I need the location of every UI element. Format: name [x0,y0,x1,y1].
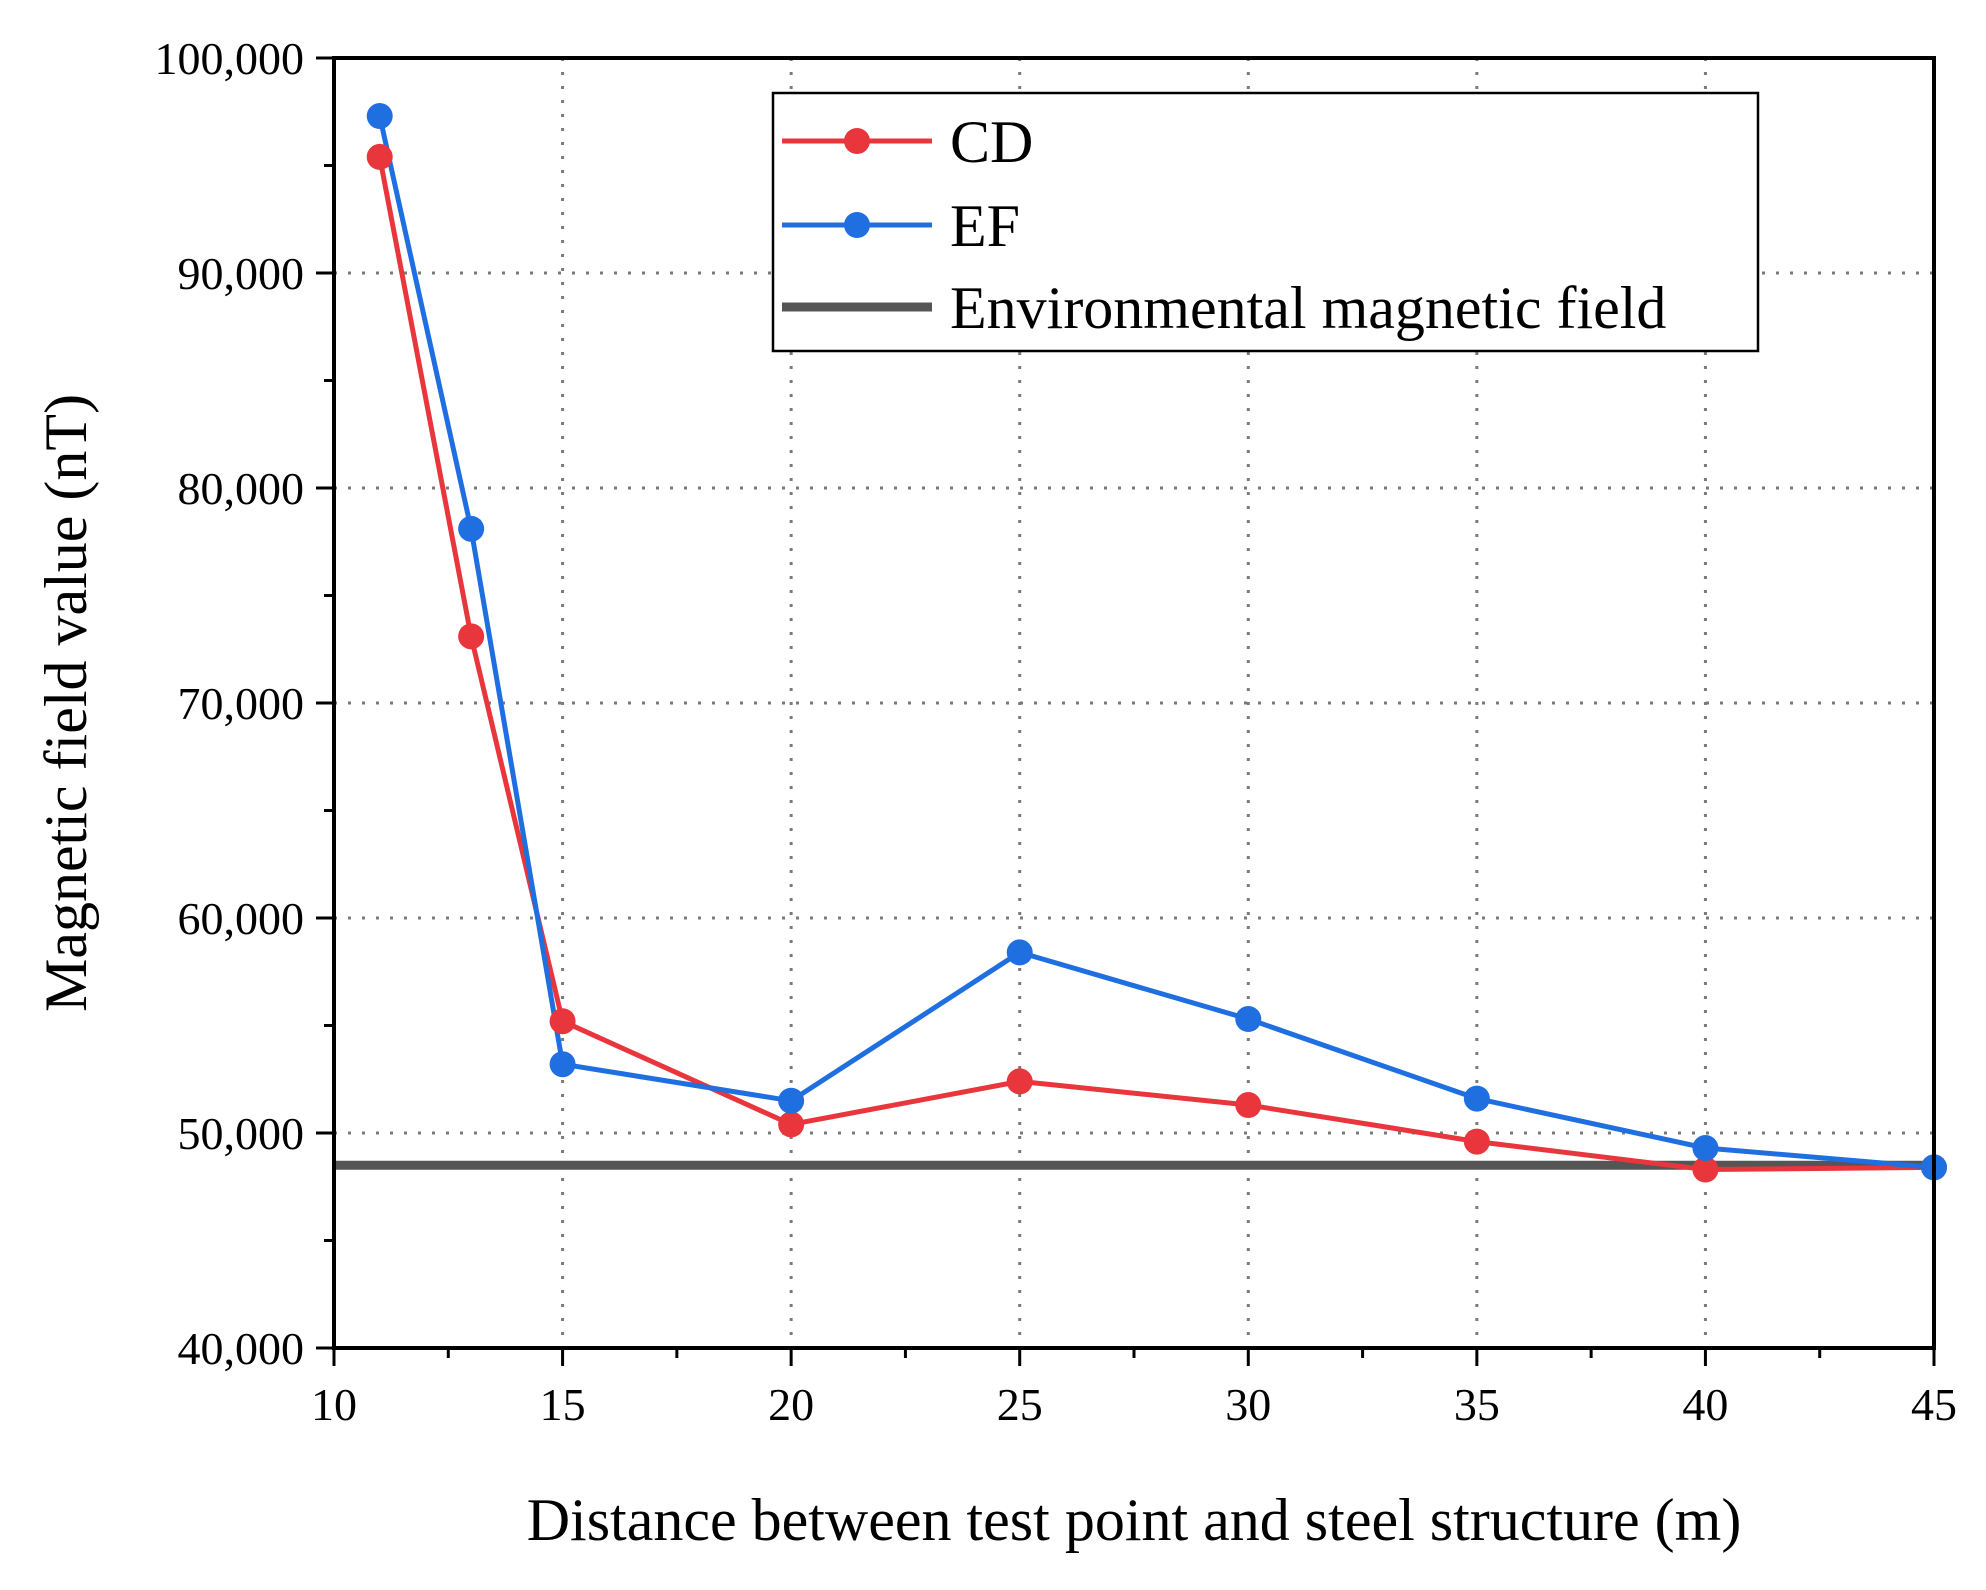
data-point-ef [778,1087,805,1114]
x-tick-label: 40 [1682,1379,1728,1430]
x-axis-title: Distance between test point and steel st… [527,1487,1742,1553]
data-point-cd [366,143,393,170]
data-point-ef [1692,1135,1719,1162]
data-point-ef [366,103,393,130]
data-point-cd [1006,1068,1033,1095]
data-point-ef [549,1051,576,1078]
legend-label-ef: EF [950,193,1020,259]
y-tick-label: 40,000 [178,1323,305,1374]
data-point-ef [458,515,485,542]
y-tick-label: 90,000 [178,248,305,299]
legend-marker-ef [844,212,870,238]
axis-ticks [316,56,1936,1366]
x-tick-label: 35 [1454,1379,1500,1430]
y-tick-label: 50,000 [178,1108,305,1159]
y-tick-labels: 40,000 50,000 60,000 70,000 80,000 90,000 100,… [155,33,305,1374]
x-tick-label: 15 [540,1379,586,1430]
legend: CD EF Environmental magnetic field [771,91,1760,353]
legend-label-environmental-magnetic-field: Environmental magnetic field [950,275,1666,341]
legend-label-cd: CD [950,109,1033,175]
data-point-cd [1235,1092,1262,1119]
data-point-ef [1463,1085,1490,1112]
data-point-cd [1692,1156,1719,1183]
legend-marker-cd [844,128,870,154]
y-axis-title: Magnetic field value (nT) [33,394,99,1012]
x-tick-label: 20 [768,1379,814,1430]
y-tick-label: 60,000 [178,893,305,944]
legend-box [771,91,1760,353]
data-point-cd [549,1008,576,1035]
x-tick-labels: 10 15 20 25 30 35 40 45 [311,1379,1957,1430]
x-tick-label: 30 [1225,1379,1271,1430]
series-markers [366,103,1947,1183]
x-tick-label: 25 [997,1379,1043,1430]
y-tick-label: 70,000 [178,678,305,729]
data-point-cd [1463,1128,1490,1155]
data-point-ef [1235,1006,1262,1033]
data-point-cd [458,623,485,650]
grid-lines [334,58,1934,1348]
x-tick-label: 45 [1911,1379,1957,1430]
data-point-ef [1006,939,1033,966]
y-tick-label: 80,000 [178,463,305,514]
x-tick-label: 10 [311,1379,357,1430]
data-point-cd [778,1111,805,1138]
y-tick-label: 100,000 [155,33,305,84]
